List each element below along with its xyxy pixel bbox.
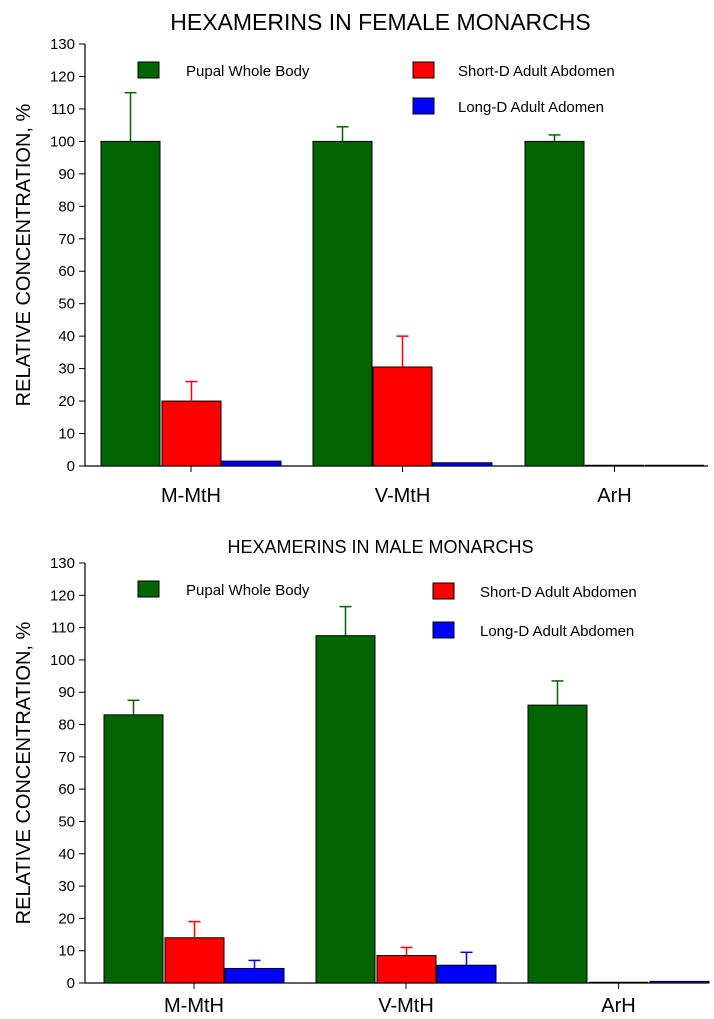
y-tick-label: 70 [58, 231, 75, 248]
bar-v-mth-2 [376, 955, 437, 984]
bar-v-mth-3 [432, 462, 493, 467]
bar-m-mth-1 [103, 714, 164, 984]
y-tick-label: 70 [58, 749, 75, 766]
bar-m-mth-2 [161, 400, 222, 467]
y-tick-label: 60 [58, 263, 75, 280]
bar-m-mth-2 [164, 937, 225, 984]
chart-title: HEXAMERINS IN MALE MONARCHS [227, 537, 533, 557]
y-tick-label: 120 [50, 68, 75, 85]
legend-label: Pupal Whole Body [186, 63, 310, 80]
y-tick-label: 20 [58, 910, 75, 927]
bar-arh-1 [527, 704, 588, 984]
category-label: ArH [601, 995, 635, 1017]
y-tick-label: 60 [58, 781, 75, 798]
bar-v-mth-1 [315, 635, 376, 984]
bar-arh-1 [524, 140, 585, 467]
legend-label: Long-D Adult Abdomen [480, 623, 634, 640]
legend-swatch [432, 621, 455, 639]
y-tick-label: 100 [50, 652, 75, 669]
y-tick-label: 130 [50, 555, 75, 572]
y-tick-label: 40 [58, 328, 75, 345]
legend-label: Long-D Adult Adomen [458, 99, 604, 116]
bar-arh-3 [649, 980, 710, 984]
bar-m-mth-3 [224, 967, 285, 984]
y-tick-label: 130 [50, 36, 75, 53]
y-axis-label: RELATIVE CONCENTRATION, % [13, 103, 35, 406]
bar-v-mth-1 [312, 140, 373, 467]
chart-panel-1: HEXAMERINS IN FEMALE MONARCHS RELATIVE CO… [13, 9, 708, 507]
y-tick-label: 120 [50, 587, 75, 604]
chart-panel-2: HEXAMERINS IN MALE MONARCHS RELATIVE CONC… [13, 537, 710, 1017]
bar-v-mth-2 [372, 366, 433, 467]
y-tick-label: 80 [58, 198, 75, 215]
y-tick-label: 90 [58, 166, 75, 183]
legend-swatch [432, 582, 455, 600]
legend-swatch [137, 580, 160, 598]
legend-label: Pupal Whole Body [186, 582, 310, 599]
bar-v-mth-3 [436, 964, 497, 984]
bar-m-mth-1 [100, 140, 161, 467]
category-label: ArH [597, 485, 631, 507]
chart-title: HEXAMERINS IN FEMALE MONARCHS [170, 9, 590, 35]
y-tick-label: 0 [67, 975, 75, 992]
category-label: M-MtH [161, 485, 221, 507]
category-label: M-MtH [164, 995, 224, 1017]
y-tick-label: 30 [58, 878, 75, 895]
y-tick-label: 10 [58, 426, 75, 443]
y-tick-label: 80 [58, 717, 75, 734]
bar-m-mth-3 [221, 460, 282, 467]
category-label: V-MtH [375, 485, 431, 507]
y-tick-label: 0 [67, 458, 75, 475]
legend-swatch [412, 61, 435, 79]
y-tick-label: 20 [58, 393, 75, 410]
y-tick-label: 50 [58, 813, 75, 830]
legend-label: Short-D Adult Abdomen [480, 584, 637, 601]
y-axis-label: RELATIVE CONCENTRATION, % [13, 621, 35, 924]
y-tick-label: 100 [50, 133, 75, 150]
legend-label: Short-D Adult Abdomen [458, 63, 615, 80]
y-tick-label: 90 [58, 684, 75, 701]
y-tick-label: 30 [58, 361, 75, 378]
y-tick-label: 10 [58, 943, 75, 960]
legend-swatch [137, 61, 160, 79]
y-tick-label: 40 [58, 846, 75, 863]
category-label: V-MtH [378, 995, 434, 1017]
legend-swatch [412, 97, 435, 115]
y-tick-label: 50 [58, 296, 75, 313]
y-tick-label: 110 [51, 101, 75, 118]
y-tick-label: 110 [51, 620, 75, 637]
